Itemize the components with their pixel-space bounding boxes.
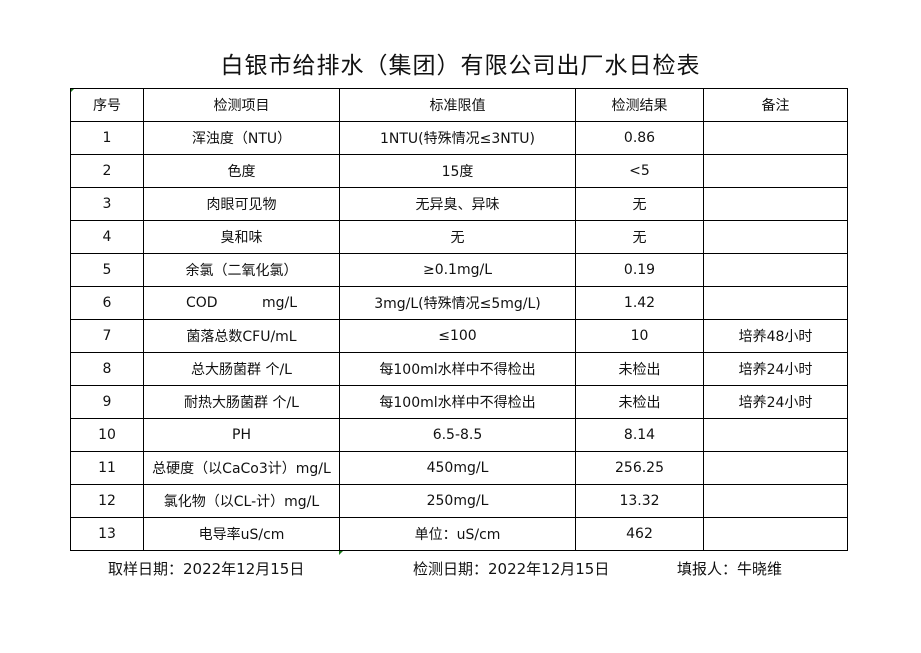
table-cell: 每100ml水样中不得检出 [339,385,576,419]
table-cell: 总大肠菌群 个/L [143,352,340,386]
table-cell: 9 [70,385,144,419]
table-cell [703,220,848,254]
table-cell: 耐热大肠菌群 个/L [143,385,340,419]
table-cell: 未检出 [575,385,704,419]
table-cell [703,517,848,551]
table-cell: 1 [70,121,144,155]
table-cell: 无 [575,187,704,221]
table-row: 10 PH 6.5-8.5 8.14 [70,418,848,452]
table-row: 9 耐热大肠菌群 个/L 每100ml水样中不得检出 未检出 培养24小时 [70,385,848,419]
table-cell [703,187,848,221]
table-cell: 培养24小时 [703,352,848,386]
table-cell: 2 [70,154,144,188]
table-cell: 6 [70,286,144,320]
table-cell: 10 [575,319,704,353]
sampling-date: 取样日期：2022年12月15日 [108,560,305,578]
header-cell: 检测项目 [143,88,340,122]
table-cell: 6.5-8.5 [339,418,576,452]
table-cell: 色度 [143,154,340,188]
table-cell: 4 [70,220,144,254]
table-cell: ≥0.1mg/L [339,253,576,287]
table-cell: COD mg/L [143,286,340,320]
header-cell: 备注 [703,88,848,122]
table-cell [703,286,848,320]
table-cell: 250mg/L [339,484,576,518]
header-cell: 标准限值 [339,88,576,122]
table-cell [703,253,848,287]
table-cell: 5 [70,253,144,287]
table-cell: 1NTU(特殊情况≤3NTU) [339,121,576,155]
table-cell: 余氯（二氧化氯） [143,253,340,287]
table-row: 1 浑浊度（NTU） 1NTU(特殊情况≤3NTU) 0.86 [70,121,848,155]
table-cell: 3 [70,187,144,221]
table-cell: 无 [339,220,576,254]
page-title: 白银市给排水（集团）有限公司出厂水日检表 [220,53,701,79]
table-cell: 臭和味 [143,220,340,254]
table-cell: 培养48小时 [703,319,848,353]
table-cell: 无异臭、异味 [339,187,576,221]
table-cell: 未检出 [575,352,704,386]
table-cell: ≤100 [339,319,576,353]
table-cell: 462 [575,517,704,551]
table-row: 2 色度 15度 <5 [70,154,848,188]
table-cell: 10 [70,418,144,452]
table-cell: 12 [70,484,144,518]
table-row: 6 COD mg/L 3mg/L(特殊情况≤5mg/L) 1.42 [70,286,848,320]
table-cell [703,154,848,188]
table-cell: 3mg/L(特殊情况≤5mg/L) [339,286,576,320]
table-row: 13 电导率uS/cm 单位：uS/cm 462 [70,517,848,551]
table-cell: <5 [575,154,704,188]
table-cell: 浑浊度（NTU） [143,121,340,155]
table-cell: 13.32 [575,484,704,518]
inspection-table: 序号 检测项目 标准限值 检测结果 备注 1 浑浊度（NTU） 1NTU(特殊情况≤… [70,88,848,551]
table-row: 5 余氯（二氧化氯） ≥0.1mg/L 0.19 [70,253,848,287]
table-cell: 7 [70,319,144,353]
table-cell: PH [143,418,340,452]
table-cell: 单位：uS/cm [339,517,576,551]
table-cell: 无 [575,220,704,254]
table-cell [703,121,848,155]
table-cell: 8.14 [575,418,704,452]
table-row: 3 肉眼可见物 无异臭、异味无 [70,187,848,221]
test-date: 检测日期：2022年12月15日 [413,560,610,578]
table-cell: 15度 [339,154,576,188]
table-row: 4 臭和味无无 [70,220,848,254]
table-cell: 氯化物（以CL-计）mg/L [143,484,340,518]
table-row: 12 氯化物（以CL-计）mg/L 250mg/L 13.32 [70,484,848,518]
header-cell: 序号 [70,88,144,122]
table-cell: 电导率uS/cm [143,517,340,551]
table-cell: 肉眼可见物 [143,187,340,221]
table-cell: 0.19 [575,253,704,287]
table-row: 11 总硬度（以CaCo3计）mg/L 450mg/L 256.25 [70,451,848,485]
table-cell: 8 [70,352,144,386]
header-cell: 检测结果 [575,88,704,122]
table-cell: 菌落总数CFU/mL [143,319,340,353]
table-cell: 11 [70,451,144,485]
table-cell: 培养24小时 [703,385,848,419]
table-header-row: 序号 检测项目 标准限值 检测结果 备注 [70,88,848,122]
table-row: 7 菌落总数CFU/mL ≤100 10 培养48小时 [70,319,848,353]
table-cell: 每100ml水样中不得检出 [339,352,576,386]
table-cell [703,418,848,452]
table-cell [703,451,848,485]
cell-marker [339,550,344,555]
reporter: 填报人：牛晓维 [677,560,783,578]
table-cell: 450mg/L [339,451,576,485]
table-cell: 总硬度（以CaCo3计）mg/L [143,451,340,485]
table-cell: 1.42 [575,286,704,320]
table-cell: 13 [70,517,144,551]
table-cell [703,484,848,518]
table-cell: 0.86 [575,121,704,155]
table-row: 8 总大肠菌群 个/L 每100ml水样中不得检出 未检出 培养24小时 [70,352,848,386]
table-cell: 256.25 [575,451,704,485]
